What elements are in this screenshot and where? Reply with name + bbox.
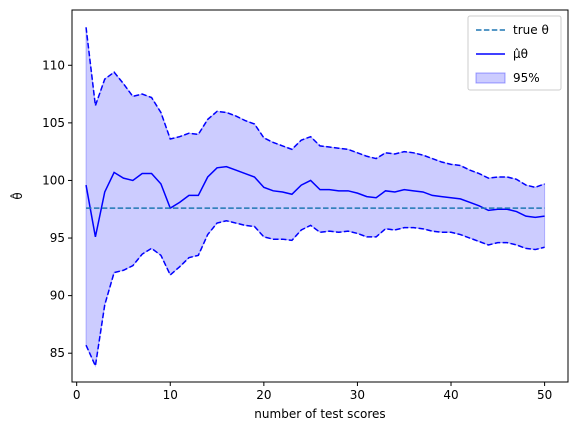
mu-hat-line xyxy=(85,165,545,238)
upper-bound-line xyxy=(85,27,545,189)
y-tick-label: 90 xyxy=(50,289,65,303)
lower-bound-line xyxy=(85,219,545,369)
series-line-layer xyxy=(85,165,545,238)
x-tick-label: 0 xyxy=(73,388,81,402)
plot-frame xyxy=(71,9,569,383)
y-tick-label: 85 xyxy=(50,346,65,360)
x-tick-label: 20 xyxy=(256,388,271,402)
axes-layer xyxy=(71,9,569,383)
confidence-band-layer xyxy=(85,27,546,369)
y-tick-label: 100 xyxy=(42,173,65,187)
x-tick-label: 40 xyxy=(443,388,458,402)
legend-mu-hat-label: μ̂θ xyxy=(513,47,528,61)
legend-band-label: 95% xyxy=(513,71,540,85)
x-axis-label: number of test scores xyxy=(254,407,385,421)
y-tick-label: 110 xyxy=(42,58,65,72)
ticks-layer: 0 10 20 30 40 50 85 90 95 100 105 110 xyxy=(42,58,552,402)
x-tick-label: 50 xyxy=(537,388,552,402)
x-tick-label: 30 xyxy=(350,388,365,402)
x-tick-label: 10 xyxy=(163,388,178,402)
y-axis-label: θ̂ xyxy=(9,192,25,199)
legend: true θ μ̂θ 95% xyxy=(467,15,562,91)
y-tick-label: 95 xyxy=(50,231,65,245)
y-tick-label: 105 xyxy=(42,116,65,130)
legend-true-theta-label: true θ xyxy=(513,23,549,37)
legend-box xyxy=(467,15,562,91)
legend-band-swatch xyxy=(475,72,506,84)
